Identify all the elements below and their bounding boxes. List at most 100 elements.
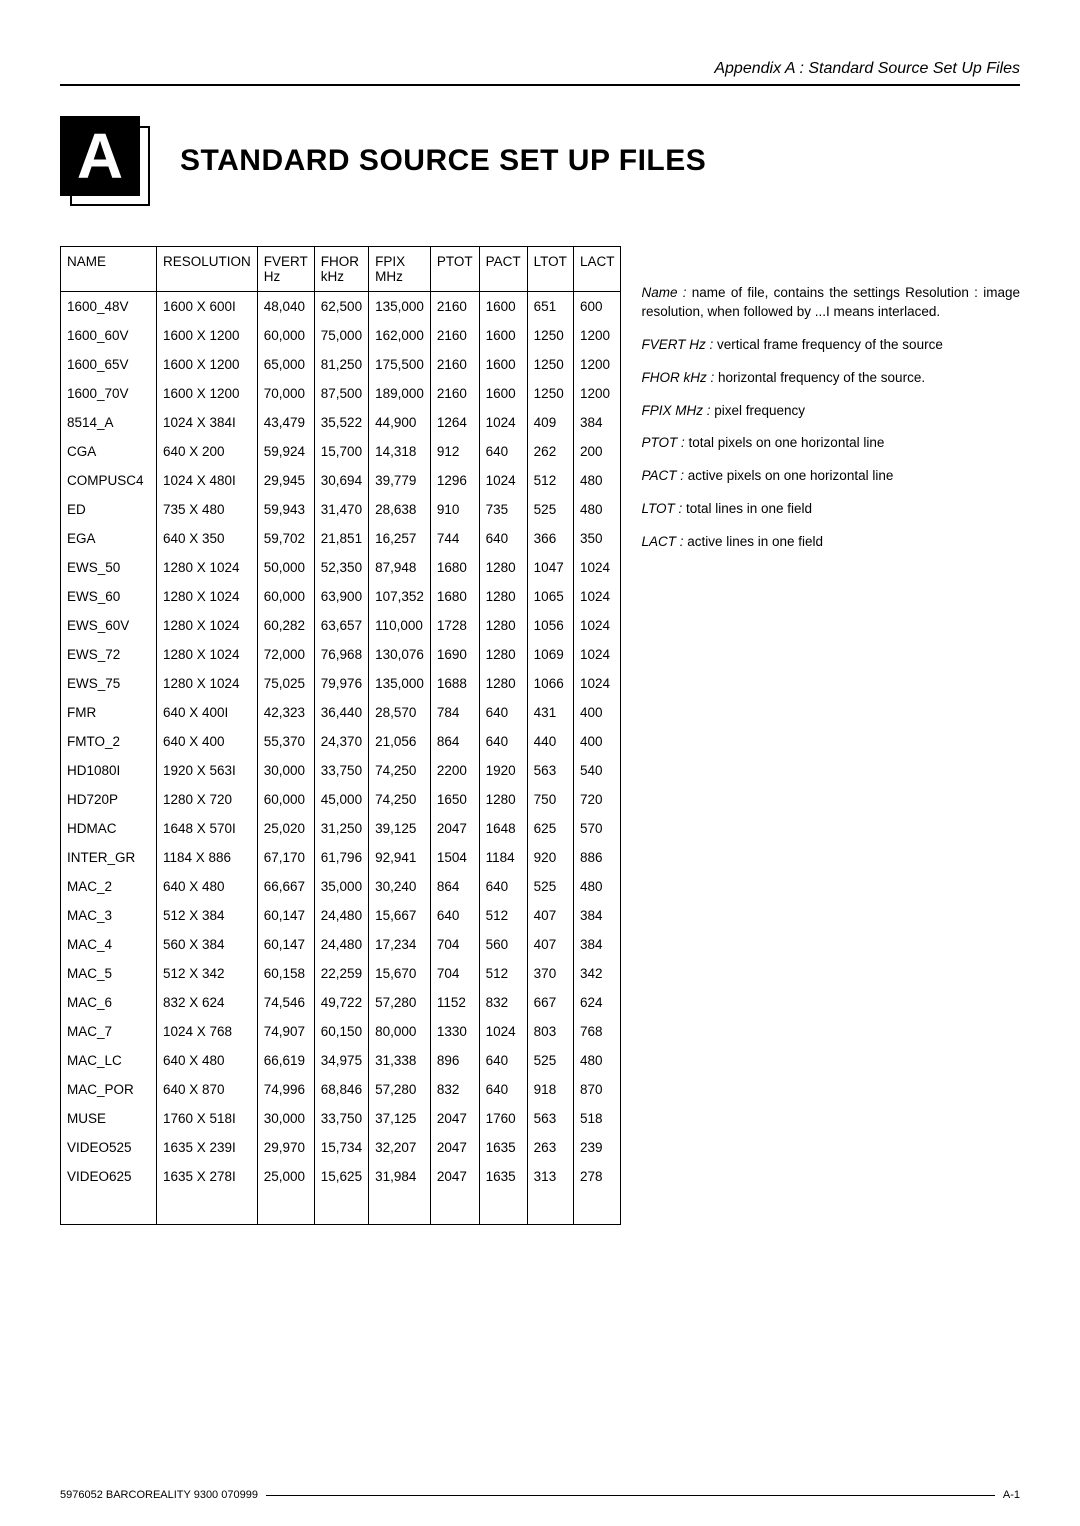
table-cell: MAC_LC bbox=[61, 1046, 157, 1075]
table-cell: 239 bbox=[573, 1133, 621, 1162]
table-row: ED735 X 48059,94331,47028,63891073552548… bbox=[61, 495, 621, 524]
table-cell: 59,924 bbox=[257, 437, 314, 466]
table-cell: 640 X 200 bbox=[157, 437, 258, 466]
table-cell: 107,352 bbox=[369, 582, 431, 611]
definition-text: total pixels on one horizontal line bbox=[685, 435, 885, 450]
table-row: MAC_3512 X 38460,14724,48015,66764051240… bbox=[61, 901, 621, 930]
table-cell: 39,779 bbox=[369, 466, 431, 495]
table-row: EWS_60V1280 X 102460,28263,657110,000172… bbox=[61, 611, 621, 640]
table-cell: COMPUSC4 bbox=[61, 466, 157, 495]
table-cell: 25,000 bbox=[257, 1162, 314, 1225]
table-cell: 640 X 350 bbox=[157, 524, 258, 553]
table-row: MAC_6832 X 62474,54649,72257,28011528326… bbox=[61, 988, 621, 1017]
table-cell: 87,948 bbox=[369, 553, 431, 582]
table-cell: 135,000 bbox=[369, 669, 431, 698]
table-cell: 570 bbox=[573, 814, 621, 843]
definition-item: LACT : active lines in one field bbox=[641, 533, 1020, 552]
table-cell: 162,000 bbox=[369, 321, 431, 350]
table-cell: 15,700 bbox=[314, 437, 368, 466]
table-cell: 8514_A bbox=[61, 408, 157, 437]
footer: 5976052 BARCOREALITY 9300 070999 A-1 bbox=[60, 1489, 1020, 1501]
table-cell: 263 bbox=[527, 1133, 573, 1162]
table-cell: 640 bbox=[479, 1046, 527, 1075]
table-cell: 768 bbox=[573, 1017, 621, 1046]
table-cell: CGA bbox=[61, 437, 157, 466]
table-cell: 1648 bbox=[479, 814, 527, 843]
table-cell: 1280 X 720 bbox=[157, 785, 258, 814]
table-cell: 1635 bbox=[479, 1133, 527, 1162]
table-cell: 431 bbox=[527, 698, 573, 727]
table-cell: 75,025 bbox=[257, 669, 314, 698]
appendix-badge: A bbox=[60, 116, 150, 206]
table-cell: 63,657 bbox=[314, 611, 368, 640]
table-cell: 60,147 bbox=[257, 901, 314, 930]
table-row: FMR640 X 400I42,32336,44028,570784640431… bbox=[61, 698, 621, 727]
table-cell: 2047 bbox=[430, 1133, 479, 1162]
table-header-cell: LACT bbox=[573, 247, 621, 292]
table-cell: 1920 bbox=[479, 756, 527, 785]
table-cell: 2047 bbox=[430, 1162, 479, 1225]
table-cell: 366 bbox=[527, 524, 573, 553]
table-cell: 74,250 bbox=[369, 785, 431, 814]
table-cell: 400 bbox=[573, 727, 621, 756]
table-cell: 1504 bbox=[430, 843, 479, 872]
table-cell: 440 bbox=[527, 727, 573, 756]
table-cell: 59,943 bbox=[257, 495, 314, 524]
table-header-cell: PACT bbox=[479, 247, 527, 292]
table-cell: 36,440 bbox=[314, 698, 368, 727]
table-cell: 1184 bbox=[479, 843, 527, 872]
table-cell: 2160 bbox=[430, 350, 479, 379]
table-row: HDMAC1648 X 570I25,02031,25039,125204716… bbox=[61, 814, 621, 843]
table-cell: 1280 bbox=[479, 611, 527, 640]
table-cell: 24,370 bbox=[314, 727, 368, 756]
table-cell: 30,000 bbox=[257, 1104, 314, 1133]
table-cell: 135,000 bbox=[369, 292, 431, 322]
table-cell: 1280 X 1024 bbox=[157, 669, 258, 698]
table-cell: 886 bbox=[573, 843, 621, 872]
table-row: MAC_4560 X 38460,14724,48017,23470456040… bbox=[61, 930, 621, 959]
table-row: FMTO_2640 X 40055,37024,37021,0568646404… bbox=[61, 727, 621, 756]
definition-item: PACT : active pixels on one horizontal l… bbox=[641, 467, 1020, 486]
table-cell: 525 bbox=[527, 1046, 573, 1075]
definition-term: Name : bbox=[641, 285, 686, 300]
table-cell: 60,150 bbox=[314, 1017, 368, 1046]
table-cell: 32,207 bbox=[369, 1133, 431, 1162]
table-cell: 640 bbox=[479, 727, 527, 756]
table-wrap: NAMERESOLUTIONFVERTHzFHORkHzFPIXMHzPTOTP… bbox=[60, 246, 621, 1225]
table-cell: HDMAC bbox=[61, 814, 157, 843]
definition-text: name of file, contains the settings Reso… bbox=[641, 285, 1020, 319]
table-cell: 342 bbox=[573, 959, 621, 988]
table-cell: 42,323 bbox=[257, 698, 314, 727]
table-cell: 1728 bbox=[430, 611, 479, 640]
table-cell: 1200 bbox=[573, 321, 621, 350]
table-cell: 540 bbox=[573, 756, 621, 785]
table-cell: 62,500 bbox=[314, 292, 368, 322]
source-table: NAMERESOLUTIONFVERTHzFHORkHzFPIXMHzPTOTP… bbox=[60, 246, 621, 1225]
table-cell: EWS_50 bbox=[61, 553, 157, 582]
table-row: HD720P1280 X 72060,00045,00074,250165012… bbox=[61, 785, 621, 814]
table-cell: ED bbox=[61, 495, 157, 524]
table-row: MAC_71024 X 76874,90760,15080,0001330102… bbox=[61, 1017, 621, 1046]
table-row: MUSE1760 X 518I30,00033,75037,1252047176… bbox=[61, 1104, 621, 1133]
table-cell: 1600 bbox=[479, 350, 527, 379]
footer-right: A-1 bbox=[1003, 1489, 1020, 1501]
table-cell: 37,125 bbox=[369, 1104, 431, 1133]
table-row: COMPUSC41024 X 480I29,94530,69439,779129… bbox=[61, 466, 621, 495]
table-cell: 407 bbox=[527, 930, 573, 959]
table-cell: 1690 bbox=[430, 640, 479, 669]
badge-letter: A bbox=[60, 116, 140, 196]
footer-left: 5976052 BARCOREALITY 9300 070999 bbox=[60, 1489, 258, 1501]
table-cell: INTER_GR bbox=[61, 843, 157, 872]
definition-item: Name : name of file, contains the settin… bbox=[641, 284, 1020, 322]
table-cell: 1024 X 480I bbox=[157, 466, 258, 495]
table-row: MAC_5512 X 34260,15822,25915,67070451237… bbox=[61, 959, 621, 988]
table-cell: 864 bbox=[430, 727, 479, 756]
table-cell: 480 bbox=[573, 495, 621, 524]
table-cell: 870 bbox=[573, 1075, 621, 1104]
table-cell: 1280 X 1024 bbox=[157, 582, 258, 611]
table-cell: 1600_48V bbox=[61, 292, 157, 322]
table-cell: 1250 bbox=[527, 321, 573, 350]
table-cell: 35,000 bbox=[314, 872, 368, 901]
table-cell: 384 bbox=[573, 408, 621, 437]
table-cell: 63,900 bbox=[314, 582, 368, 611]
